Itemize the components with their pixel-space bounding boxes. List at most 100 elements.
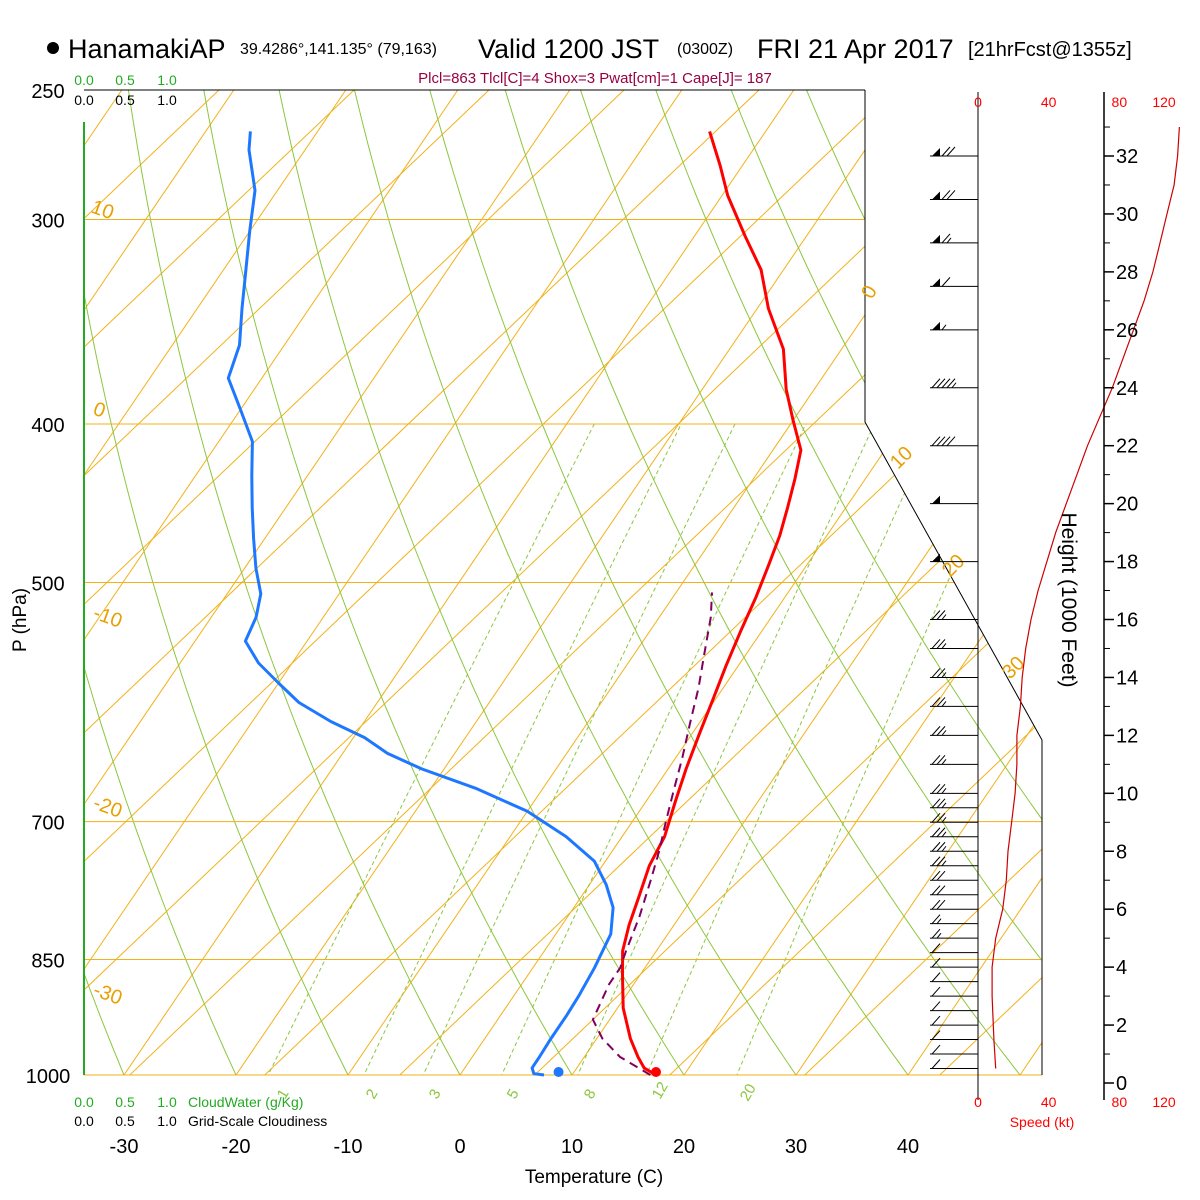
height-tick-label: 20	[1116, 494, 1138, 516]
wind-barb	[930, 943, 978, 954]
isobars	[84, 219, 1042, 1076]
height-tick-label: 22	[1116, 436, 1138, 458]
dry-adiabat-line	[272, 90, 708, 1075]
dry-adiabat-line	[645, 90, 1042, 1075]
wind-barb	[930, 146, 978, 157]
isotherm-diagonal	[653, 90, 1042, 1075]
isotherm-diagonal	[84, 90, 760, 1075]
wind-barbs	[930, 146, 978, 1070]
cloudiness-tick-bottom: 0.5	[115, 1113, 135, 1129]
temperature-tick-label: 20	[673, 1136, 695, 1158]
isotherm-diagonal	[518, 90, 1042, 1075]
dry-adiabat-line	[868, 90, 1042, 1075]
isotherm-diagonal	[84, 90, 895, 1075]
dry-adiabat-line	[421, 90, 935, 1075]
cloudwater-tick-top: 1.0	[157, 72, 177, 88]
dry-adiabat-line	[84, 90, 253, 1075]
pressure-tick-label: 850	[31, 951, 64, 973]
wind-barb	[930, 783, 978, 794]
cloudwater-tick-bottom: 0.0	[74, 1094, 94, 1110]
x-axis-title: Temperature (C)	[525, 1167, 663, 1188]
dry-adiabat-line	[570, 90, 1042, 1075]
wind-barb	[930, 841, 978, 852]
height-tick-label: 0	[1116, 1073, 1127, 1095]
wind-barb	[930, 798, 978, 809]
isotherm-diagonal	[113, 90, 1042, 1075]
wind-barb	[930, 1001, 978, 1012]
isotherm-label: 20	[938, 550, 969, 581]
wind-barb	[930, 321, 978, 331]
speed-tick-label-bottom: 40	[1041, 1094, 1057, 1110]
speed-tick-label-top: 120	[1152, 94, 1176, 110]
cloudwater-tick-top: 0.0	[74, 72, 94, 88]
wind-barb	[930, 827, 978, 838]
wind-barb	[930, 914, 978, 925]
cloudwater-tick-top: 0.5	[115, 72, 135, 88]
mixing-ratio-line	[250, 423, 595, 1075]
wind-barb	[930, 972, 978, 983]
wind-barb	[930, 957, 978, 968]
temperature-tick-label: 40	[897, 1136, 919, 1158]
isotherm-label: -20	[90, 792, 125, 823]
y-axis-title: P (hPa)	[10, 588, 31, 652]
height-tick-label: 6	[1116, 899, 1127, 921]
speed-ticks-top: 0 40 80 120	[974, 94, 1176, 110]
height-tick-label: 18	[1116, 552, 1138, 574]
dry-adiabat-line	[123, 90, 480, 1075]
mixing-ratio-label: 2	[363, 1086, 382, 1102]
pressure-tick-label: 300	[31, 211, 64, 233]
cloudiness-label: Grid-Scale Cloudiness	[188, 1113, 327, 1129]
height-tick-label: 28	[1116, 262, 1138, 284]
cloudwater-label: CloudWater (g/Kg)	[188, 1094, 303, 1110]
mixing-ratio-line	[406, 423, 736, 1075]
isotherm-diagonal	[84, 90, 1030, 1075]
wind-barb	[930, 986, 978, 997]
temperature-tick-label: -30	[110, 1136, 139, 1158]
wind-barb	[930, 755, 978, 765]
isotherms	[84, 90, 1200, 1090]
speed-tick-label-bottom: 80	[1112, 1094, 1128, 1110]
speed-tick-label-bottom: 120	[1152, 1094, 1176, 1110]
cloudiness-tick-top: 1.0	[157, 92, 177, 108]
pressure-tick-label: 400	[31, 415, 64, 437]
speed-tick-label-top: 0	[974, 94, 982, 110]
wind-barb	[930, 233, 978, 244]
temperature-surface-marker	[651, 1067, 661, 1077]
height-tick-label: 10	[1116, 783, 1138, 805]
isotherm-line	[1019, 90, 1042, 1075]
wind-barb	[930, 812, 978, 823]
valid-time: Valid 1200 JST	[478, 34, 659, 64]
isotherm-line	[795, 90, 1042, 1075]
wind-speed-profile	[991, 126, 1180, 1069]
height-axis-title: Height (1000 Feet)	[1057, 512, 1080, 687]
temperature-tick-label: -20	[222, 1136, 251, 1158]
isotherm-diagonal	[84, 90, 490, 1075]
speed-tick-label-top: 80	[1112, 94, 1128, 110]
pressure-tick-label: 1000	[26, 1066, 71, 1088]
dry-adiabat-line	[1092, 61, 1200, 1110]
mixing-ratio-line	[485, 423, 807, 1075]
height-tick-label: 2	[1116, 1015, 1127, 1037]
plot-frame-right	[864, 90, 1043, 1075]
wind-barb	[930, 495, 978, 505]
wind-barb	[930, 610, 978, 620]
wind-barb	[930, 1044, 978, 1055]
cloud-ticks-top: 0.0 0.0 0.5 0.5 1.0 1.0	[74, 72, 177, 108]
height-tick-label: 16	[1116, 610, 1138, 632]
mixing-ratio-label: 20	[737, 1081, 760, 1104]
pressure-tick-label: 700	[31, 813, 64, 835]
station-name: HanamakiAP	[68, 34, 226, 64]
pressure-axis: 250 300 400 500 700 850 1000	[26, 81, 71, 1088]
height-tick-label: 26	[1116, 320, 1138, 342]
isotherm-label: 10	[88, 196, 116, 224]
dry-adiabats	[84, 61, 1200, 1110]
stability-indices: Plcl=863 Tlcl[C]=4 Shox=3 Pwat[cm]=1 Cap…	[418, 70, 772, 87]
isotherm-label: -10	[90, 602, 125, 633]
wind-barb	[930, 378, 978, 389]
wind-barb	[930, 1059, 978, 1070]
mixing-ratio-label: 12	[649, 1079, 672, 1102]
height-tick-label: 4	[1116, 957, 1127, 979]
isotherm-diagonal	[1194, 90, 1200, 1090]
